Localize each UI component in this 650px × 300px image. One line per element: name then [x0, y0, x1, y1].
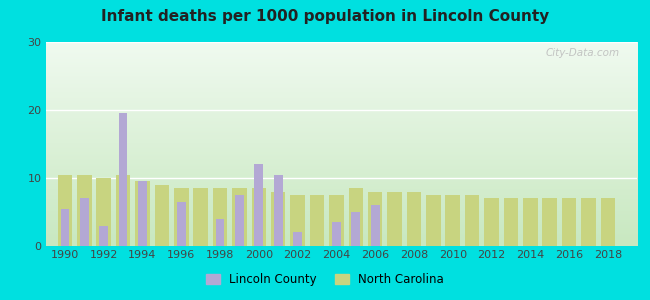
Bar [426, 195, 441, 246]
Bar [213, 188, 228, 246]
Bar [235, 195, 244, 246]
Bar [216, 219, 224, 246]
Bar [252, 188, 266, 246]
Bar [407, 192, 421, 246]
Bar [445, 195, 460, 246]
Bar [58, 175, 72, 246]
Bar [116, 175, 131, 246]
Bar [155, 185, 169, 246]
Bar [135, 182, 150, 246]
Bar [543, 198, 557, 246]
Text: City-Data.com: City-Data.com [545, 48, 619, 58]
Legend: Lincoln County, North Carolina: Lincoln County, North Carolina [201, 269, 449, 291]
Bar [465, 195, 480, 246]
Bar [254, 164, 263, 246]
Bar [348, 188, 363, 246]
Bar [291, 195, 305, 246]
Bar [523, 198, 538, 246]
Bar [484, 198, 499, 246]
Bar [177, 202, 186, 246]
Bar [329, 195, 344, 246]
Bar [310, 195, 324, 246]
Bar [96, 178, 111, 246]
Bar [332, 222, 341, 246]
Bar [293, 232, 302, 246]
Text: Infant deaths per 1000 population in Lincoln County: Infant deaths per 1000 population in Lin… [101, 9, 549, 24]
Bar [60, 208, 70, 246]
Bar [601, 198, 615, 246]
Bar [562, 198, 577, 246]
Bar [232, 188, 247, 246]
Bar [174, 188, 188, 246]
Bar [352, 212, 360, 246]
Bar [368, 192, 382, 246]
Bar [271, 192, 285, 246]
Bar [371, 205, 380, 246]
Bar [138, 182, 147, 246]
Bar [581, 198, 596, 246]
Bar [274, 175, 283, 246]
Bar [387, 192, 402, 246]
Bar [99, 226, 108, 246]
Bar [504, 198, 518, 246]
Bar [119, 113, 127, 246]
Bar [77, 175, 92, 246]
Bar [194, 188, 208, 246]
Bar [80, 198, 88, 246]
